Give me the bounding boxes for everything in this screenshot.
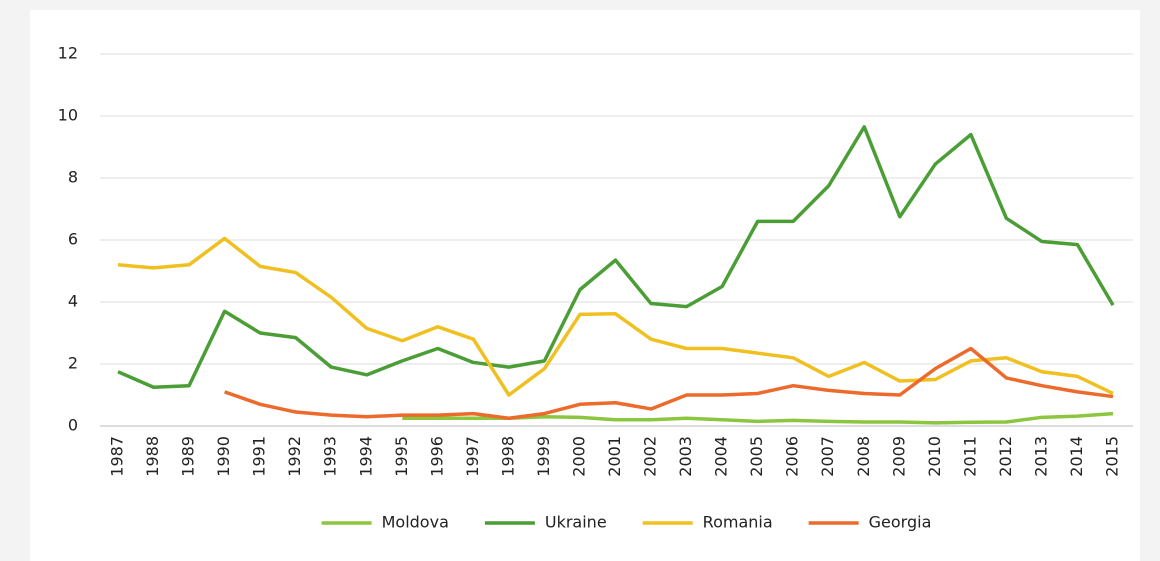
x-tick-label: 2003: [676, 436, 695, 477]
x-tick-label: 2008: [854, 436, 873, 477]
x-tick-label: 2005: [747, 436, 766, 477]
x-tick-label: 1994: [356, 436, 375, 477]
y-tick-label: 8: [68, 168, 78, 187]
y-tick-label: 6: [68, 230, 78, 249]
legend-label: Romania: [703, 513, 773, 532]
x-tick-label: 2001: [605, 436, 624, 477]
y-tick-label: 10: [58, 106, 78, 125]
x-tick-label: 1989: [179, 436, 198, 477]
x-tick-label: 2015: [1103, 436, 1122, 477]
x-tick-label: 1991: [250, 436, 269, 477]
x-tick-label: 1988: [143, 436, 162, 477]
x-tick-label: 1995: [392, 436, 411, 477]
x-tick-label: 2012: [996, 436, 1015, 477]
x-tick-label: 1990: [214, 436, 233, 477]
series-line: [117, 236, 1114, 397]
x-tick-label: 1999: [534, 436, 553, 477]
x-tick-label: 1987: [108, 436, 127, 477]
x-tick-label: 1998: [498, 436, 517, 477]
x-tick-label: 2006: [783, 436, 802, 477]
series-line: [224, 346, 1114, 420]
legend-label: Georgia: [869, 513, 932, 532]
x-tick-label: 1996: [427, 436, 446, 477]
x-tick-label: 2009: [889, 436, 908, 477]
x-tick-label: 2013: [1031, 436, 1050, 477]
x-tick-label: 2002: [641, 436, 660, 477]
x-tick-label: 2004: [712, 436, 731, 477]
legend-label: Ukraine: [545, 513, 607, 532]
y-tick-label: 2: [68, 354, 78, 373]
y-tick-label: 4: [68, 292, 78, 311]
x-tick-label: 2011: [960, 436, 979, 477]
x-tick-label: 2007: [818, 436, 837, 477]
x-tick-label: 1997: [463, 436, 482, 477]
x-tick-label: 2010: [925, 436, 944, 477]
x-tick-label: 1993: [321, 436, 340, 477]
legend-label: Moldova: [382, 513, 449, 532]
series-line: [117, 125, 1115, 389]
x-tick-label: 2000: [569, 436, 588, 477]
y-tick-label: 12: [58, 44, 78, 63]
x-tick-label: 1992: [285, 436, 304, 477]
y-tick-label: 0: [68, 416, 78, 435]
x-tick-label: 2014: [1067, 436, 1086, 477]
